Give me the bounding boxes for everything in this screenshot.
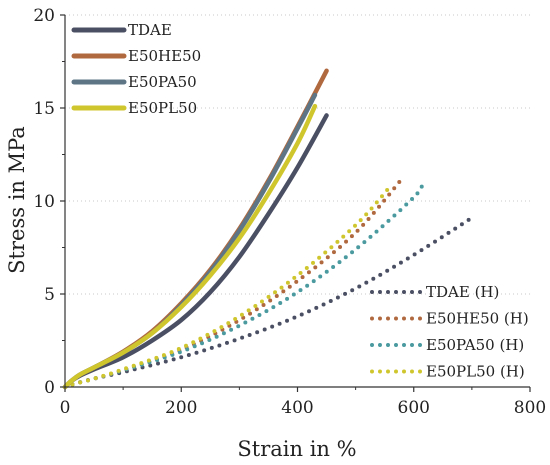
y-tick-label: 15 — [33, 99, 55, 119]
y-tick-label: 10 — [33, 192, 55, 212]
y-tick-label: 0 — [44, 378, 55, 398]
series-line-e50pl50-h — [63, 184, 393, 389]
x-tick-label: 400 — [281, 398, 313, 418]
x-tick-label: 0 — [60, 398, 71, 418]
legend-label-e50he50: E50HE50 — [128, 47, 201, 65]
x-tick-label: 800 — [514, 398, 546, 418]
x-tick-label: 600 — [398, 398, 430, 418]
legend-label-e50pa50-h: E50PA50 (H) — [426, 336, 524, 354]
grid — [65, 14, 530, 295]
series-line-e50he50-h — [63, 176, 405, 389]
series-line-e50pa50-h — [63, 180, 425, 389]
series-line-e50he50 — [62, 68, 329, 390]
legend-label-tdae-h: TDAE (H) — [426, 283, 499, 301]
legend-label-e50pa50: E50PA50 — [128, 73, 197, 91]
y-tick-label: 5 — [44, 285, 55, 305]
legend-label-tdae: TDAE — [128, 21, 172, 39]
y-axis-title: Stress in MPa — [5, 126, 29, 274]
series-line-e50pa50 — [62, 92, 318, 390]
series-line-e50pl50 — [62, 103, 318, 390]
x-tick-label: 200 — [165, 398, 197, 418]
series-layer — [62, 68, 474, 390]
legends: TDAE E50HE50 E50PA50 E50PL50 TDAE (H) E50HE50… — [71, 21, 529, 381]
legend-label-e50he50-h: E50HE50 (H) — [426, 310, 529, 328]
x-axis-title: Strain in % — [237, 437, 356, 461]
y-tick-label: 20 — [33, 6, 55, 26]
legend-label-e50pl50: E50PL50 — [128, 99, 197, 117]
series-line-tdae-h — [63, 215, 474, 389]
legend-label-e50pl50-h: E50PL50 (H) — [426, 363, 525, 381]
